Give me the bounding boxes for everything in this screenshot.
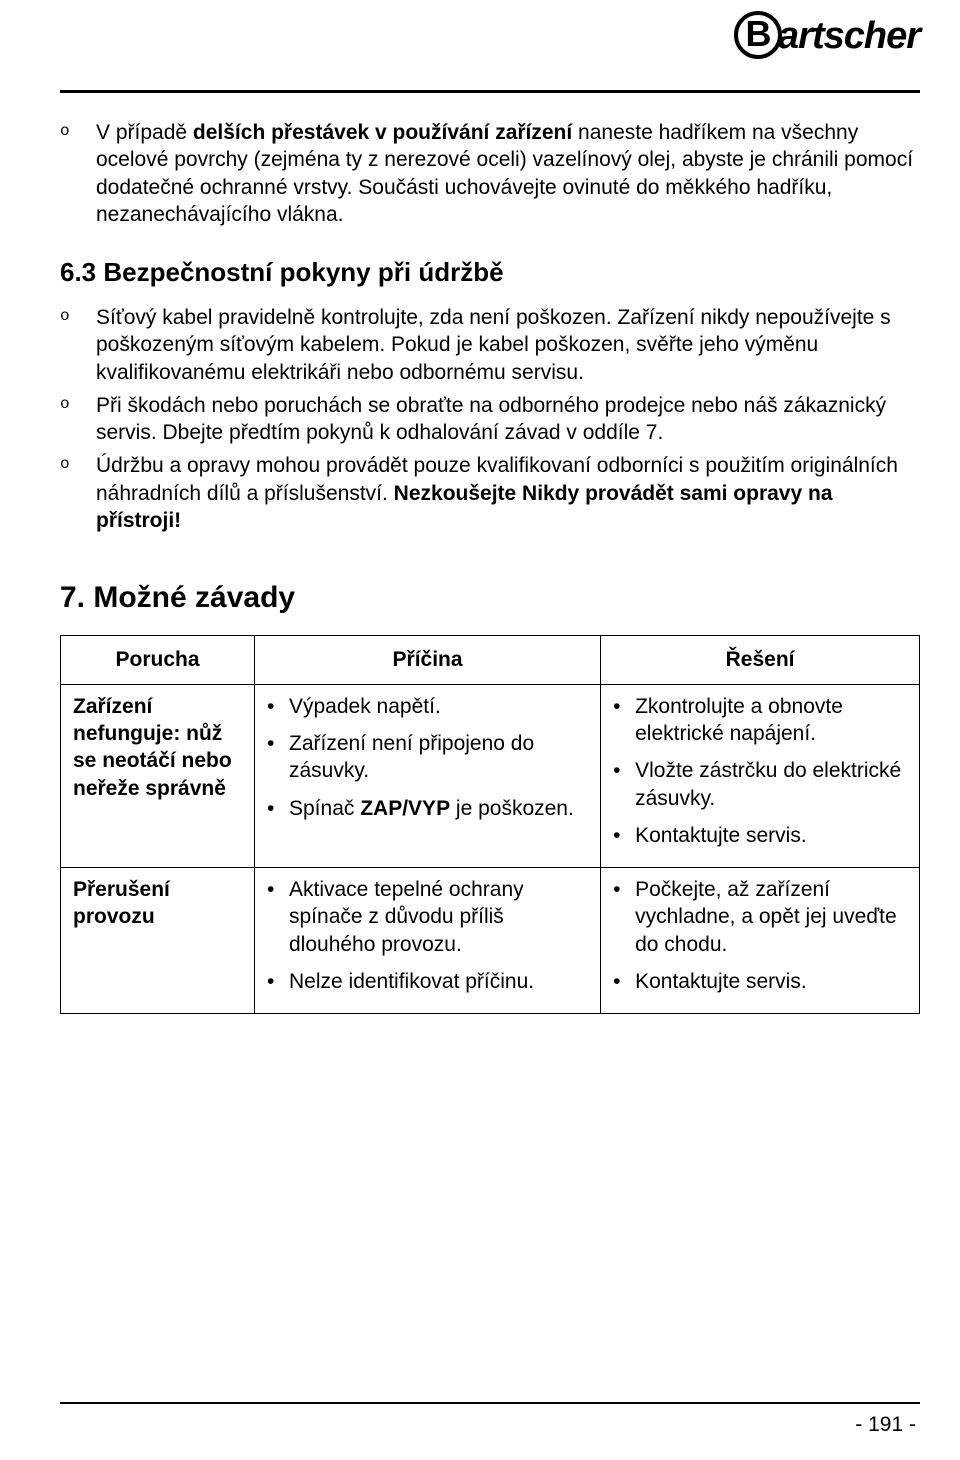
list-item: Výpadek napětí. (267, 693, 588, 720)
list-item: V případě delších přestávek v používání … (60, 119, 920, 228)
list-item: Kontaktujte servis. (613, 822, 907, 849)
brand-logo: Bartscher (734, 12, 920, 62)
list-item: Nelze identifikovat příčinu. (267, 968, 588, 995)
intro-bullet-list: V případě delších přestávek v používání … (60, 119, 920, 228)
top-divider (60, 90, 920, 93)
fault-causes: Aktivace tepelné ochrany spínače z důvod… (255, 868, 601, 1014)
list-item: Aktivace tepelné ochrany spínače z důvod… (267, 876, 588, 958)
list-item: Kontaktujte servis. (613, 968, 907, 995)
section-6-3-heading: 6.3 Bezpečnostní pokyny při údržbě (60, 256, 920, 290)
list-item: Údržbu a opravy mohou provádět pouze kva… (60, 452, 920, 534)
list-item: Počkejte, až zařízení vychladne, a opět … (613, 876, 907, 958)
table-row: Zařízení nefunguje: nůž se neotáčí nebo … (61, 684, 920, 867)
list-item: Při škodách nebo poruchách se obraťte na… (60, 392, 920, 447)
col-header-reseni: Řešení (601, 636, 920, 684)
list-item: Zkontrolujte a obnovte elektrické napáje… (613, 693, 907, 748)
fault-causes: Výpadek napětí. Zařízení není připojeno … (255, 684, 601, 867)
list-item: Síťový kabel pravidelně kontrolujte, zda… (60, 304, 920, 386)
fault-solutions: Počkejte, až zařízení vychladne, a opět … (601, 868, 920, 1014)
table-row: Přerušení provozu Aktivace tepelné ochra… (61, 868, 920, 1014)
section-6-3-bullet-list: Síťový kabel pravidelně kontrolujte, zda… (60, 304, 920, 534)
fault-solutions: Zkontrolujte a obnovte elektrické napáje… (601, 684, 920, 867)
faults-table: Porucha Příčina Řešení Zařízení nefunguj… (60, 635, 920, 1014)
list-item: Spínač ZAP/VYP je poškozen. (267, 795, 588, 822)
list-item: Zařízení není připojeno do zásuvky. (267, 730, 588, 785)
table-header-row: Porucha Příčina Řešení (61, 636, 920, 684)
fault-label: Zařízení nefunguje: nůž se neotáčí nebo … (61, 684, 255, 867)
brand-initial-icon: B (734, 11, 782, 59)
col-header-porucha: Porucha (61, 636, 255, 684)
section-7-heading: 7. Možné závady (60, 578, 920, 617)
page-number: - 191 - (855, 1411, 916, 1438)
bottom-divider (60, 1402, 920, 1404)
brand-name: artscher (778, 15, 920, 57)
list-item: Vložte zástrčku do elektrické zásuvky. (613, 757, 907, 812)
col-header-pricina: Příčina (255, 636, 601, 684)
fault-label: Přerušení provozu (61, 868, 255, 1014)
page-content: V případě delších přestávek v používání … (0, 0, 960, 1054)
